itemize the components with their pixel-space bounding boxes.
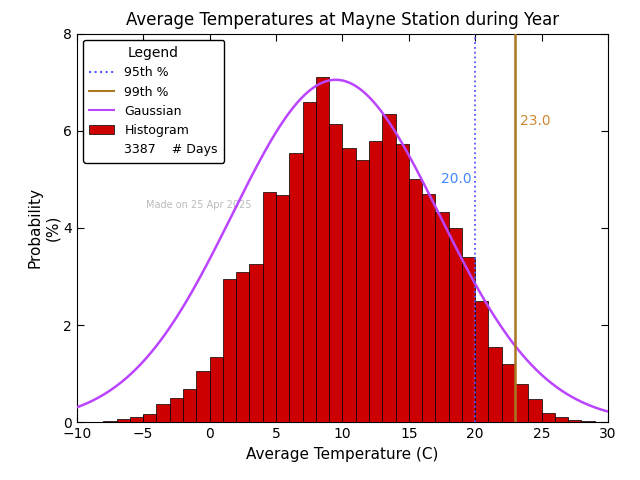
- Bar: [369, 141, 382, 422]
- Text: 20.0: 20.0: [440, 172, 471, 186]
- Bar: [130, 417, 143, 422]
- Bar: [210, 357, 223, 422]
- Bar: [582, 421, 595, 422]
- Bar: [462, 257, 476, 422]
- Bar: [488, 347, 502, 422]
- Bar: [409, 180, 422, 422]
- Bar: [250, 264, 263, 422]
- Bar: [502, 364, 515, 422]
- Bar: [555, 417, 568, 422]
- Bar: [476, 301, 488, 422]
- Legend: 95th %, 99th %, Gaussian, Histogram, 3387    # Days: 95th %, 99th %, Gaussian, Histogram, 338…: [83, 40, 224, 163]
- Bar: [356, 160, 369, 422]
- Bar: [183, 389, 196, 422]
- Bar: [382, 114, 396, 422]
- Bar: [303, 102, 316, 422]
- Bar: [529, 399, 541, 422]
- Y-axis label: Probability
(%): Probability (%): [28, 188, 60, 268]
- Bar: [422, 194, 435, 422]
- Bar: [289, 153, 303, 422]
- Text: 23.0: 23.0: [520, 114, 551, 128]
- Bar: [541, 413, 555, 422]
- Bar: [396, 144, 409, 422]
- Bar: [568, 420, 582, 422]
- Bar: [223, 279, 236, 422]
- Bar: [196, 372, 210, 422]
- Bar: [263, 192, 276, 422]
- Bar: [449, 228, 462, 422]
- Bar: [276, 195, 289, 422]
- Bar: [342, 148, 356, 422]
- Bar: [157, 404, 170, 422]
- Bar: [316, 77, 329, 422]
- Text: Made on 25 Apr 2025: Made on 25 Apr 2025: [146, 200, 252, 210]
- Bar: [236, 272, 250, 422]
- X-axis label: Average Temperature (C): Average Temperature (C): [246, 447, 438, 462]
- Bar: [435, 213, 449, 422]
- Bar: [104, 421, 116, 422]
- Bar: [329, 123, 342, 422]
- Title: Average Temperatures at Mayne Station during Year: Average Temperatures at Mayne Station du…: [126, 11, 559, 29]
- Bar: [170, 398, 183, 422]
- Bar: [116, 420, 130, 422]
- Bar: [515, 384, 529, 422]
- Bar: [143, 414, 157, 422]
